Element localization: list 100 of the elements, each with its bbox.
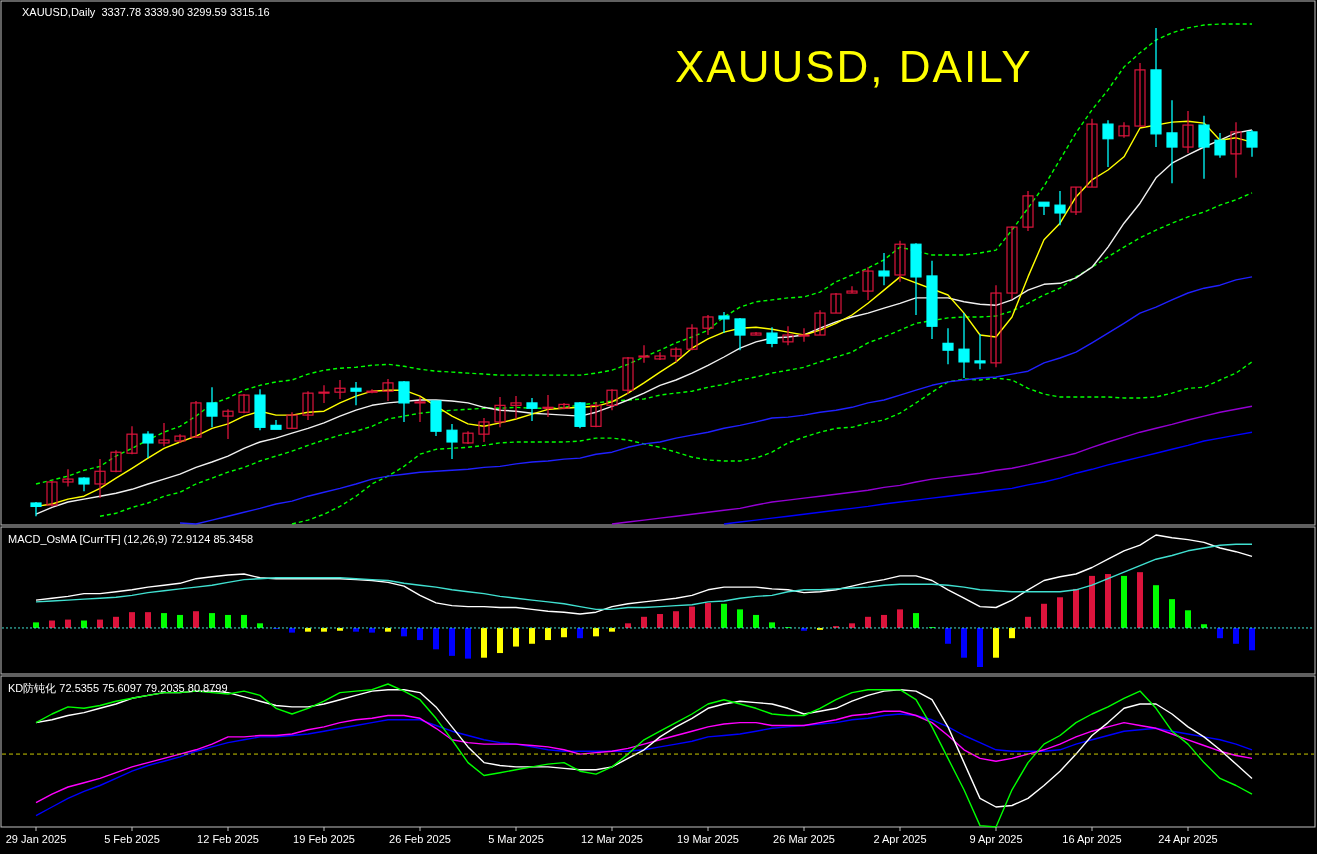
x-tick-label: 19 Feb 2025 (293, 833, 355, 845)
candlestick (446, 423, 458, 460)
candlestick (510, 395, 522, 420)
candlestick (94, 458, 106, 499)
bar (897, 609, 903, 628)
candlestick (382, 378, 394, 402)
bar (145, 612, 151, 628)
candlestick (62, 468, 74, 488)
bar (769, 622, 775, 628)
candlestick (878, 252, 890, 286)
candlestick (478, 417, 490, 443)
candlestick (830, 292, 842, 314)
candlestick (1230, 121, 1242, 179)
candlestick (1054, 190, 1066, 226)
bar (225, 614, 231, 628)
bar (1073, 588, 1079, 628)
bar (737, 609, 743, 628)
bar (993, 627, 999, 658)
candlestick (862, 266, 874, 301)
x-tick-label: 2 Apr 2025 (873, 833, 927, 845)
candlestick (1006, 225, 1018, 300)
bar (33, 622, 39, 628)
candlestick (590, 401, 602, 428)
bar (1041, 603, 1047, 628)
bar (497, 627, 503, 654)
x-tick-label: 19 Mar 2025 (677, 833, 739, 845)
bar (97, 619, 103, 628)
candlestick (734, 317, 746, 351)
candlestick (398, 380, 410, 423)
bar (481, 627, 487, 658)
bar (753, 614, 759, 628)
x-tick-label: 5 Mar 2025 (488, 833, 544, 845)
chart-title: XAUUSD, DAILY (675, 42, 1033, 91)
candlestick (334, 379, 346, 400)
x-tick-label: 5 Feb 2025 (104, 833, 160, 845)
candlestick (190, 400, 202, 439)
bar (881, 614, 887, 628)
candlestick (222, 408, 234, 440)
candlestick (238, 393, 250, 414)
bar (513, 627, 519, 647)
bar (1217, 627, 1223, 639)
bar (161, 613, 167, 628)
bar (1057, 597, 1063, 628)
candlestick (142, 430, 154, 459)
candlestick (974, 333, 986, 370)
bar (721, 603, 727, 628)
bar (977, 627, 983, 667)
candlestick (1182, 110, 1194, 154)
bar (689, 606, 695, 628)
candlestick (782, 325, 794, 346)
candlestick (1102, 119, 1114, 168)
x-tick-label: 12 Feb 2025 (197, 833, 259, 845)
x-tick-label: 9 Apr 2025 (969, 833, 1023, 845)
candlestick (526, 397, 538, 422)
candlestick (286, 411, 298, 429)
x-tick-label: 26 Mar 2025 (773, 833, 835, 845)
candlestick (350, 381, 362, 406)
candlestick (606, 388, 618, 411)
bar (961, 627, 967, 658)
candlestick (558, 402, 570, 410)
bar (433, 627, 439, 650)
candlestick (1198, 115, 1210, 180)
chart-title: MACD_OsMA [CurrTF] (12,26,9) 72.9124 85.3458 (8, 533, 254, 545)
candlestick (894, 240, 906, 283)
x-tick-label: 12 Mar 2025 (581, 833, 643, 845)
candlestick (990, 284, 1002, 368)
bar (369, 627, 375, 633)
candlestick (414, 396, 426, 423)
candlestick (126, 425, 138, 455)
x-tick-label: 16 Apr 2025 (1062, 833, 1122, 845)
bar (1233, 627, 1239, 644)
bar (945, 627, 951, 644)
candlestick (718, 311, 730, 334)
candlestick (638, 344, 650, 364)
candlestick (798, 327, 810, 343)
bar (209, 613, 215, 628)
bar (1249, 627, 1255, 651)
bar (1137, 572, 1143, 628)
bar (465, 627, 471, 659)
candlestick (1022, 190, 1034, 232)
bar (289, 627, 295, 633)
bar (193, 611, 199, 628)
candlestick (958, 312, 970, 379)
candlestick (1086, 118, 1098, 188)
candlestick (46, 480, 58, 508)
bar (577, 627, 583, 639)
candlestick (1214, 132, 1226, 159)
bar (449, 627, 455, 656)
candlestick (302, 390, 314, 421)
x-tick-label: 26 Feb 2025 (389, 833, 451, 845)
candlestick (702, 314, 714, 336)
bar (129, 612, 135, 628)
bar (657, 614, 663, 628)
bar (529, 627, 535, 644)
bar (545, 627, 551, 641)
candlestick (174, 433, 186, 444)
candlestick (622, 356, 634, 395)
candlestick (766, 326, 778, 348)
candlestick (462, 430, 474, 445)
candlestick (542, 394, 554, 418)
